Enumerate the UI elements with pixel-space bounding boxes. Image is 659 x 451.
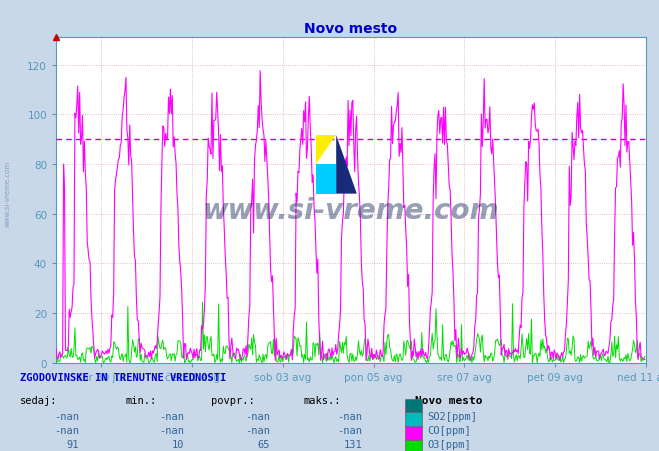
Polygon shape [316, 165, 336, 194]
Text: min.:: min.: [125, 395, 156, 405]
Text: -nan: -nan [245, 425, 270, 435]
Text: www.si-vreme.com: www.si-vreme.com [203, 197, 499, 225]
Text: 131: 131 [344, 439, 362, 449]
Text: CO[ppm]: CO[ppm] [427, 425, 471, 435]
Text: -nan: -nan [54, 412, 79, 422]
Bar [405, 440, 422, 451]
Text: -nan: -nan [159, 412, 185, 422]
Text: www.si-vreme.com: www.si-vreme.com [5, 161, 11, 227]
Text: -nan: -nan [159, 425, 185, 435]
Bar [405, 412, 422, 427]
Text: Novo mesto: Novo mesto [415, 395, 482, 405]
Text: maks.:: maks.: [303, 395, 341, 405]
Text: sedaj:: sedaj: [20, 395, 57, 405]
Text: 65: 65 [258, 439, 270, 449]
Bar [405, 399, 422, 413]
Text: -nan: -nan [245, 412, 270, 422]
Text: povpr.:: povpr.: [211, 395, 254, 405]
Bar [405, 426, 422, 441]
Text: 10: 10 [172, 439, 185, 449]
Text: -nan: -nan [337, 412, 362, 422]
Polygon shape [336, 136, 357, 194]
Polygon shape [316, 136, 336, 165]
Text: -nan: -nan [54, 425, 79, 435]
Text: ZGODOVINSKE IN TRENUTNE VREDNOSTI: ZGODOVINSKE IN TRENUTNE VREDNOSTI [20, 372, 226, 382]
Text: SO2[ppm]: SO2[ppm] [427, 412, 477, 422]
Text: O3[ppm]: O3[ppm] [427, 439, 471, 449]
Text: -nan: -nan [337, 425, 362, 435]
Title: Novo mesto: Novo mesto [304, 22, 397, 36]
Text: 91: 91 [67, 439, 79, 449]
